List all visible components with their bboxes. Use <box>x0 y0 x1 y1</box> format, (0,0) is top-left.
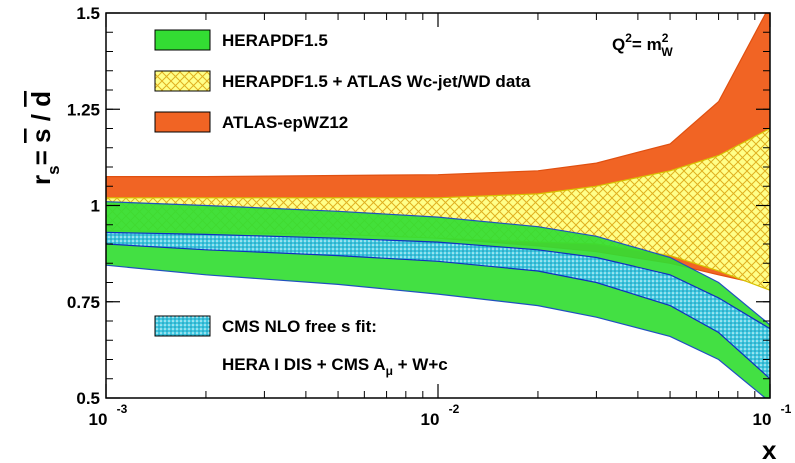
x-tick-label: 10 <box>753 410 772 429</box>
band-3-upper-edge <box>106 231 770 330</box>
band-2-lower-edge <box>106 264 767 398</box>
band-1 <box>106 128 770 291</box>
legend: HERAPDF1.5 HERAPDF1.5 + ATLAS Wc-jet/WD d… <box>154 29 531 378</box>
y-tick-label: 1.5 <box>76 4 100 23</box>
band-3-lower-edge <box>106 243 770 380</box>
axis-ticks: 0.5 0.75 1 1.25 1.5 10 -3 10 -2 10 -1 <box>67 4 792 429</box>
band-2-upper-edge <box>106 201 770 326</box>
legend-swatch-cms <box>154 315 211 337</box>
x-tick-exponent: -2 <box>449 402 460 416</box>
y-axis-title: rs= s / d <box>26 91 63 185</box>
legend-label: HERAPDF1.5 <box>222 31 328 50</box>
legend-label-cms-line2: HERA I DIS + CMS Aμ + W+c <box>222 355 448 378</box>
scale-annotation: Q2= m2 W <box>612 31 673 59</box>
y-tick-label: 0.5 <box>76 389 100 408</box>
y-tick-label: 0.75 <box>67 293 100 312</box>
y-tick-label: 1.25 <box>67 100 100 119</box>
chart-bands <box>106 13 770 398</box>
x-axis-title: x <box>762 435 777 463</box>
band-3 <box>106 232 770 379</box>
legend-label: HERAPDF1.5 + ATLAS Wc-jet/WD data <box>222 72 531 91</box>
x-tick-label: 10 <box>421 410 440 429</box>
band-1-upper-edge <box>106 127 770 199</box>
legend-swatch <box>154 111 211 133</box>
x-tick-exponent: -3 <box>117 402 128 416</box>
legend-swatch <box>154 70 211 92</box>
legend-swatch <box>154 29 211 51</box>
legend-label-cms-line1: CMS NLO free s fit: <box>222 317 377 336</box>
x-tick-exponent: -1 <box>781 402 792 416</box>
legend-label: ATLAS-epWZ12 <box>222 113 348 132</box>
band-0-upper-edge <box>106 13 767 178</box>
x-tick-label: 10 <box>89 410 108 429</box>
y-tick-label: 1 <box>91 197 100 216</box>
